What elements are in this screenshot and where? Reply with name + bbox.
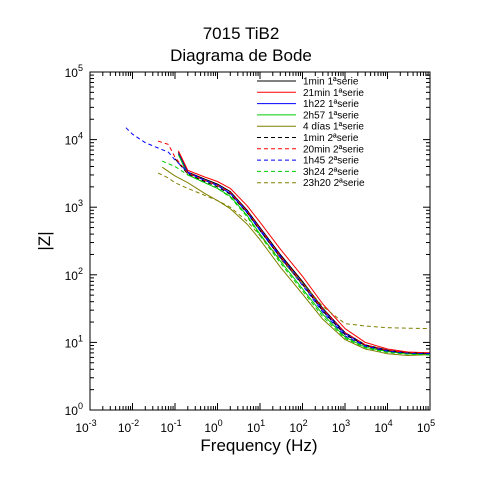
plot-frame bbox=[89, 71, 431, 411]
x-tick-label: 100 bbox=[204, 418, 222, 435]
x-tick-label: 105 bbox=[417, 418, 435, 435]
chart-subtitle: Diagrama de Bode bbox=[170, 46, 312, 65]
x-tick-label: 104 bbox=[374, 418, 392, 435]
y-tick-labels: 100 101 102 103 104 105 bbox=[65, 63, 83, 418]
x-tick-label: 10-1 bbox=[160, 418, 181, 435]
legend-label-3: 1h22 1ªserie bbox=[303, 99, 359, 110]
x-tick-label: 10-3 bbox=[75, 418, 96, 435]
x-tick-label: 103 bbox=[332, 418, 350, 435]
series-line-8 bbox=[125, 127, 431, 355]
legend-label-7: 20min 2ªserie bbox=[303, 144, 364, 155]
series-line-7 bbox=[157, 140, 431, 354]
series-line-2 bbox=[177, 150, 431, 354]
series-line-10 bbox=[157, 172, 431, 330]
series-lines bbox=[125, 127, 431, 356]
legend-label-9: 3h24 2ªserie bbox=[303, 167, 359, 178]
series-line-9 bbox=[162, 160, 431, 356]
x-tick-label: 101 bbox=[247, 418, 265, 435]
y-tick-label: 101 bbox=[65, 333, 83, 350]
series-line-5 bbox=[161, 166, 431, 356]
y-tick-label: 103 bbox=[65, 198, 83, 215]
legend-label-6: 1min 2ªserie bbox=[303, 133, 359, 144]
y-tick-label: 100 bbox=[65, 401, 83, 418]
x-tick-labels: 10-3 10-2 10-1 100 101 102 103 104 105 bbox=[75, 418, 435, 435]
y-tick-label: 104 bbox=[65, 131, 83, 148]
x-tick-label: 10-2 bbox=[118, 418, 139, 435]
legend-label-5: 4 días 1ªserie bbox=[303, 122, 364, 133]
x-axis-title: Frequency (Hz) bbox=[200, 436, 317, 455]
legend-label-8: 1h45 2ªserie bbox=[303, 156, 359, 167]
legend-label-2: 21min 1ªserie bbox=[303, 88, 364, 99]
x-tick-label: 102 bbox=[289, 418, 307, 435]
legend-label-4: 2h57 1ªserie bbox=[303, 110, 359, 121]
y-axis-title: |Z| bbox=[35, 231, 54, 250]
chart-title: 7015 TiB2 bbox=[203, 24, 280, 43]
legend-label-1: 1min 1ªserie bbox=[303, 77, 359, 88]
y-tick-label: 105 bbox=[65, 63, 83, 80]
axis-ticks bbox=[89, 71, 431, 411]
legend-label-10: 23h20 2ªserie bbox=[303, 178, 365, 189]
y-tick-label: 102 bbox=[65, 266, 83, 283]
